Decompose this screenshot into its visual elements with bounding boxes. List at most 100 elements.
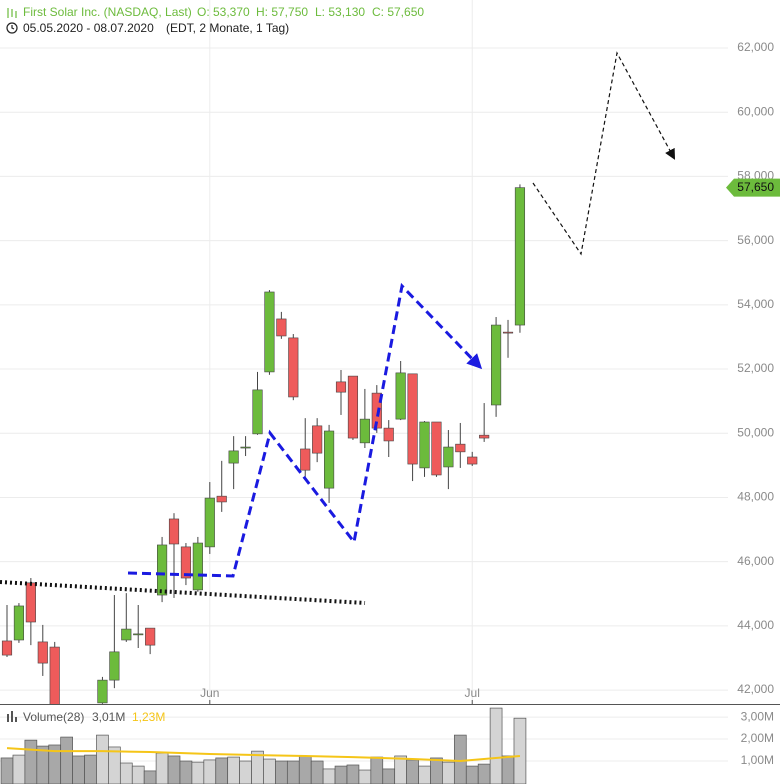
volume-average-label: 1,23M xyxy=(132,710,165,724)
candle-body xyxy=(204,497,215,548)
volume-bar xyxy=(442,761,455,784)
candle-body xyxy=(1,640,13,656)
x-tick-label: Jul xyxy=(465,686,480,700)
candle-body xyxy=(312,425,323,454)
candle-body xyxy=(514,187,526,326)
volume-bar xyxy=(275,760,288,784)
candle-body xyxy=(502,331,514,334)
y-tick-label: 56,000 xyxy=(737,233,774,247)
last-price-label: 57,650 xyxy=(737,180,774,194)
volume-icon xyxy=(7,711,17,722)
volume-bar xyxy=(227,756,240,784)
candle-body xyxy=(49,646,60,704)
y-tick-label: 54,000 xyxy=(737,297,774,311)
y-tick-label: 52,000 xyxy=(737,361,774,375)
grid xyxy=(0,0,728,762)
candle-body xyxy=(37,641,48,664)
chart-icon xyxy=(7,8,17,18)
volume-bar xyxy=(179,760,193,784)
candle-body xyxy=(133,633,144,636)
volume-bar xyxy=(477,763,491,784)
candle-body xyxy=(347,375,359,439)
candle-body xyxy=(216,495,227,503)
volume-bar xyxy=(84,754,97,784)
candle-body xyxy=(359,418,370,444)
candle-body xyxy=(13,605,25,641)
candle-body xyxy=(395,372,406,420)
candle-body xyxy=(288,337,299,398)
volume-bar xyxy=(12,754,26,784)
volume-bar xyxy=(453,734,467,784)
volume-bar xyxy=(346,764,360,784)
range: 05.05.2020 - 08.07.2020 xyxy=(23,21,154,35)
volume-bar xyxy=(501,755,515,784)
volume-bar xyxy=(24,739,38,784)
candle-body xyxy=(419,421,430,469)
candle-body xyxy=(145,627,156,646)
volume-bar xyxy=(108,746,121,784)
volume-bar xyxy=(310,760,324,784)
volume-bar xyxy=(298,755,312,784)
volume-title: Volume(28) xyxy=(23,710,84,724)
close: C: 57,650 xyxy=(372,5,424,19)
volume-bar xyxy=(286,760,300,784)
y-tick-label: 42,000 xyxy=(737,682,774,696)
zigzag-blue xyxy=(127,282,483,578)
candle-body xyxy=(455,443,466,453)
open: O: 53,370 xyxy=(197,5,250,19)
candle-body xyxy=(383,427,394,442)
y-tick-label: 48,000 xyxy=(737,490,774,504)
candle-body xyxy=(479,434,490,439)
volume-bar xyxy=(430,757,443,784)
volume-bar xyxy=(143,770,157,784)
volume-bar xyxy=(203,759,217,784)
volume-bar xyxy=(239,760,252,784)
candle-body xyxy=(335,381,347,393)
candle-body xyxy=(25,582,36,623)
candle-body xyxy=(240,446,251,449)
volume-bar xyxy=(382,768,396,784)
candle-body xyxy=(109,651,120,681)
candle-body xyxy=(300,448,311,471)
volume-legend: Volume(28) 3,01M 1,23M xyxy=(7,710,165,724)
candle-body xyxy=(431,421,442,476)
clock-icon xyxy=(6,22,18,34)
candle-body xyxy=(324,430,335,489)
high: H: 57,750 xyxy=(256,5,308,19)
volume-last: 3,01M xyxy=(92,710,125,724)
last-price-tag xyxy=(726,178,780,197)
volume-bar xyxy=(119,762,133,784)
y-tick-label: 3,00M xyxy=(741,709,774,723)
candle-body xyxy=(168,518,180,545)
price-panel xyxy=(1,184,526,704)
y-tick-label: 2,00M xyxy=(741,731,774,745)
candle-body xyxy=(157,544,168,596)
title: First Solar Inc. (NASDAQ, Last) xyxy=(23,5,192,19)
volume-bar xyxy=(191,761,205,784)
projection-dashed xyxy=(532,51,676,256)
y-tick-label: 60,000 xyxy=(737,104,774,118)
candle-body xyxy=(491,324,502,406)
volume-bar xyxy=(334,765,348,784)
volume-bar xyxy=(394,755,407,784)
y-tick-label: 46,000 xyxy=(737,554,774,568)
drawings xyxy=(0,51,676,605)
volume-bar xyxy=(215,757,229,784)
candle-body xyxy=(228,450,239,464)
candle-body xyxy=(264,291,275,373)
volume-bar xyxy=(263,758,276,784)
y-tick-label: 44,000 xyxy=(737,618,774,632)
volume-bar xyxy=(358,769,372,784)
volume-bar xyxy=(96,734,109,784)
y-tick-label: 62,000 xyxy=(737,40,774,54)
candle-body xyxy=(443,446,454,468)
volume-bar xyxy=(60,736,73,784)
period: (EDT, 2 Monate, 1 Tag) xyxy=(166,21,289,35)
volume-bar xyxy=(489,707,503,784)
candle-body xyxy=(121,628,132,641)
candle-body xyxy=(252,389,263,435)
volume-bar xyxy=(406,759,419,784)
candle-body xyxy=(180,546,192,579)
low: L: 53,130 xyxy=(315,5,365,19)
